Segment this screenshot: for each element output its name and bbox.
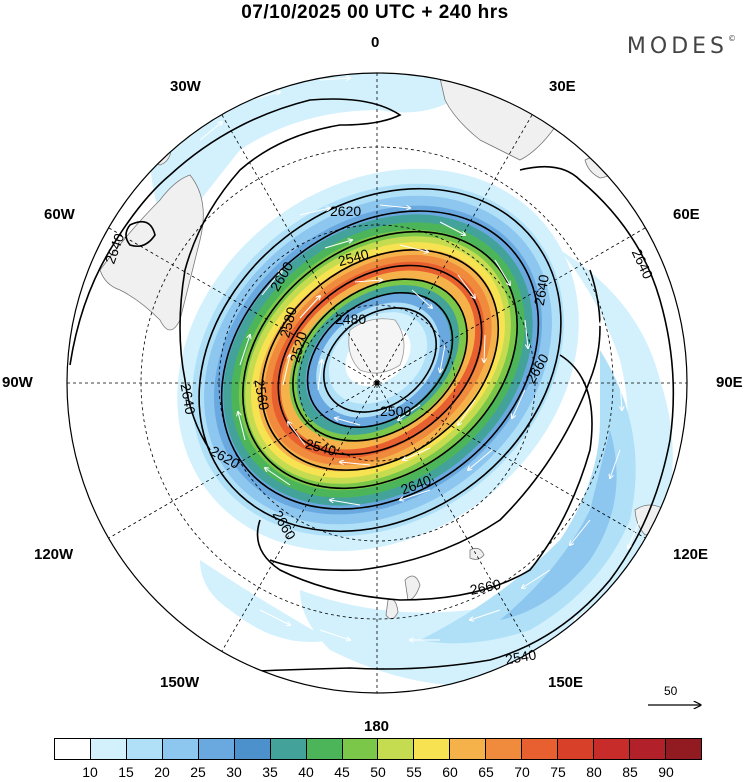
colorbar-swatch [414, 739, 451, 759]
height-contours [69, 98, 675, 673]
colorbar-swatch [55, 739, 91, 759]
colorbar-swatch [665, 739, 701, 759]
lon-label-120w: 120W [34, 546, 74, 563]
lon-label-30w: 30W [170, 78, 201, 95]
colorbar-tick-label: 35 [262, 764, 278, 780]
colorbar-tick-label: 20 [154, 764, 170, 780]
colorbar-tick-label: 85 [622, 764, 638, 780]
contour-label: 2640 [629, 246, 657, 281]
contour-label: 2500 [380, 403, 411, 419]
lon-label-30e: 30E [549, 78, 576, 95]
map-disc [67, 73, 687, 693]
colorbar-swatch [342, 739, 379, 759]
colorbar-swatch [270, 739, 307, 759]
wind-vectors [199, 78, 641, 640]
contour-label: 2580 [276, 305, 300, 339]
colorbar-swatch [522, 739, 559, 759]
lon-label-0: 0 [371, 34, 380, 51]
colorbar-swatch [198, 739, 235, 759]
colorbar-tick-label: 15 [118, 764, 134, 780]
contour-label: 2540 [336, 246, 370, 270]
lon-label-180: 180 [364, 718, 390, 735]
contour-labels: 2640 2620 2600 2580 2560 2540 2520 2500 … [102, 203, 657, 667]
contour-label: 2540 [504, 646, 538, 667]
contour-label: 2480 [335, 311, 366, 327]
map-border [66, 72, 688, 694]
colorbar-tick-label: 10 [82, 764, 98, 780]
colorbar-swatch [234, 739, 271, 759]
colorbar-swatch [450, 739, 487, 759]
lon-label-60w: 60W [44, 206, 75, 223]
colorbar-swatch [162, 739, 199, 759]
colorbar-swatch [486, 739, 523, 759]
colorbar-tick-label: 50 [370, 764, 386, 780]
lon-label-90w: 90W [2, 374, 33, 391]
brand-mark: © [728, 34, 736, 43]
colorbar-swatch [558, 739, 595, 759]
colorbar-swatch [594, 739, 630, 759]
colorbar-tick-label: 80 [586, 764, 602, 780]
colorbar-swatch [378, 739, 415, 759]
lon-label-60e: 60E [673, 206, 700, 223]
colorbar-tick-label: 70 [514, 764, 530, 780]
lon-label-150e: 150E [548, 674, 584, 691]
colorbar-tick-label: 45 [334, 764, 350, 780]
colorbar-swatch [306, 739, 343, 759]
colorbar-tick-label: 90 [658, 764, 674, 780]
colorbar-tick-label: 40 [298, 764, 314, 780]
pole-marker [374, 380, 380, 386]
colorbar-tick-label: 75 [550, 764, 566, 780]
colorbar-tick-label: 30 [226, 764, 242, 780]
contour-label: 2640 [178, 382, 199, 416]
colorbar-tick-label: 25 [190, 764, 206, 780]
reference-vector-label: 50 [664, 684, 678, 698]
contour-label: 2560 [251, 378, 272, 412]
contour-label: 2520 [287, 330, 311, 364]
contour-label: 2660 [468, 576, 502, 598]
brand-logo: MODES© [627, 34, 736, 59]
colorbar-swatch [630, 739, 666, 759]
lon-label-90e: 90E [716, 374, 743, 391]
lon-label-120e: 120E [673, 546, 709, 563]
contour-label: 2540 [304, 435, 338, 459]
polar-map: 2640 2620 2600 2580 2560 2540 2520 2500 … [66, 72, 750, 735]
lon-label-150w: 150W [160, 674, 200, 691]
colorbar-swatch [126, 739, 163, 759]
colorbar-tick-label: 60 [442, 764, 458, 780]
colorbar-swatch [90, 739, 127, 759]
brand-name: MODES [626, 34, 728, 59]
map-title: 07/10/2025 00 UTC + 240 hrs [241, 2, 509, 23]
colorbar-tick-label: 65 [478, 764, 494, 780]
contour-label: 2620 [330, 203, 361, 219]
colorbar-tick-label: 55 [406, 764, 422, 780]
colorbar [54, 738, 702, 760]
contour-label: 2640 [531, 273, 552, 307]
